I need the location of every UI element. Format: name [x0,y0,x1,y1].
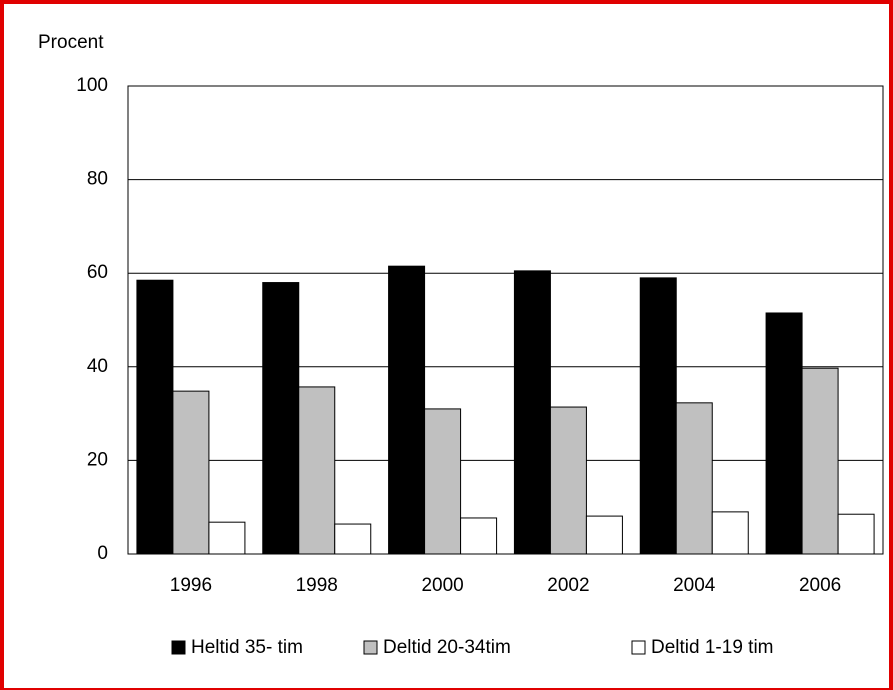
bar [424,408,462,555]
x-tick-label: 1998 [296,575,338,596]
legend-swatch [363,640,378,655]
y-tick-label: 20 [87,449,108,470]
bar [460,517,498,555]
bar [765,312,803,555]
bar [513,270,551,555]
x-tick-label: 2000 [421,575,463,596]
x-tick-label: 2004 [673,575,716,596]
bar [172,390,210,555]
bar [208,521,246,555]
bar [549,406,587,555]
legend-label: Heltid 35- tim [191,637,303,658]
legend-label: Deltid 20-34tim [383,637,511,658]
legend-swatch [631,640,646,655]
legend-label: Deltid 1-19 tim [651,637,774,658]
y-tick-label: 40 [87,356,108,377]
bar [388,265,426,555]
x-tick-label: 2006 [799,575,841,596]
x-tick-label: 2002 [547,575,589,596]
bar [801,367,839,555]
legend-swatch [171,640,186,655]
plot-border [127,85,884,555]
bar [675,402,713,555]
y-tick-label: 100 [76,75,108,96]
bar [262,282,300,555]
y-tick-label: 0 [97,543,108,564]
y-tick-label: 80 [87,169,108,190]
bar [711,511,749,555]
bar [837,513,875,555]
bar [298,386,336,555]
bar [136,279,174,555]
y-tick-label: 60 [87,262,108,283]
bar [334,523,372,555]
y-axis-label: Procent [38,32,104,53]
x-tick-label: 1996 [170,575,212,596]
bar [639,277,677,555]
bar [585,515,623,555]
